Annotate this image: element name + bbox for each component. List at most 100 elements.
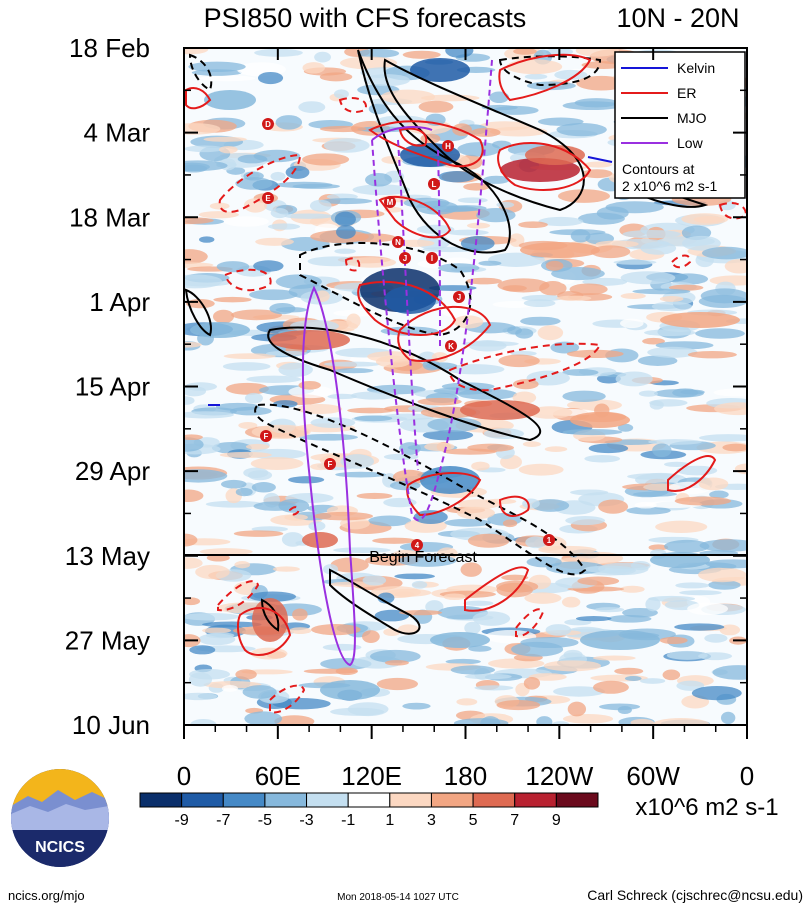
field-cell [445,48,474,58]
colorbar-tick-label: 3 [427,812,436,829]
field-cell [272,566,300,572]
field-cell [639,678,666,684]
field-cell [562,390,606,402]
field-cell [620,293,646,300]
storm-marker [445,340,457,352]
colorbar-swatch [472,792,516,808]
field-cell [319,125,367,133]
field-cell [614,667,644,675]
field-cell [506,59,563,75]
field-cell [189,645,216,655]
field-cell [362,630,380,643]
field-cell [381,155,403,164]
field-cell [569,283,608,296]
field-cell [213,296,252,303]
field-cell [417,397,462,406]
field-cell [567,701,587,717]
field-cell [674,623,725,631]
field-cell [648,544,669,551]
colorbar-tick-label: -1 [341,812,355,829]
field-cell [420,133,441,144]
field-cell [444,518,492,527]
field-cell [676,680,705,691]
storm-marker-label: N [395,238,401,247]
field-cell [184,216,214,225]
field-feature [525,145,585,165]
field-cell [333,547,391,553]
field-cell [659,636,688,645]
field-cell [322,643,362,651]
footer-site: ncics.org/mjo [8,888,85,903]
field-feature [580,630,660,650]
field-cell [195,564,230,580]
field-cell [584,454,621,463]
y-axis: 18 Feb 4 Mar 18 Mar 1 Apr 15 Apr 29 Apr 13 May… [65,33,747,740]
field-cell [270,208,289,219]
field-cell [223,216,269,227]
field-cell [536,716,553,725]
field-cell [219,145,238,154]
field-cell [198,211,239,219]
field-cell [714,402,747,416]
colorbar-tick-label: 5 [469,812,478,829]
field-cell [394,573,435,580]
colorbar-swatch [555,792,599,808]
field-cell [249,289,298,301]
field-cell [395,239,435,247]
field-cell [392,469,427,485]
field-cell [302,153,350,166]
field-cell [518,221,548,229]
y-tick-label: 27 May [65,625,150,655]
field-cell [288,476,325,484]
field-cell [284,514,308,521]
field-cell [376,677,419,691]
field-cell [398,554,457,567]
field-cell [320,198,373,205]
field-cell [245,443,270,450]
colorbar-swatch [264,792,308,808]
field-cell [664,461,690,467]
field-feature [204,90,256,110]
field-cell [634,501,657,509]
storm-marker [262,118,274,130]
field-cell [512,379,539,390]
field-cell [253,260,284,272]
low-contours [301,126,433,667]
field-cell [184,557,203,569]
field-cell [203,136,247,142]
field-cell [302,62,325,74]
field-feature [520,242,600,258]
field-cell [244,392,263,404]
field-cell [402,50,441,59]
field-cell [416,224,455,234]
field-cell [347,407,395,414]
field-cell [681,235,721,251]
field-cell [333,89,349,99]
field-cell [563,714,614,724]
colorbar: -9 -7 -5 -3 -1 1 3 5 7 9 [139,792,599,829]
field-cell [184,434,203,441]
field-cell [566,349,624,359]
field-cell [523,299,556,307]
field-cell [708,580,741,590]
y-tick-label: 4 Mar [84,118,151,148]
field-cell [275,307,307,313]
field-cell [645,597,661,612]
field-feature [430,632,490,648]
field-cell [380,89,436,105]
field-cell [242,685,277,699]
storm-marker [411,539,423,551]
field-cell [184,396,195,405]
field-cell [288,385,334,399]
field-cell [221,479,247,489]
field-cell [698,567,747,583]
legend-note-line1: Contours at [622,161,694,177]
field-cell [411,580,428,589]
storm-marker [428,178,440,190]
er-contours [185,53,717,656]
field-cell [221,685,238,692]
colorbar-tick-label: -7 [216,812,230,829]
field-cell [184,437,204,452]
field-cell [457,197,488,204]
